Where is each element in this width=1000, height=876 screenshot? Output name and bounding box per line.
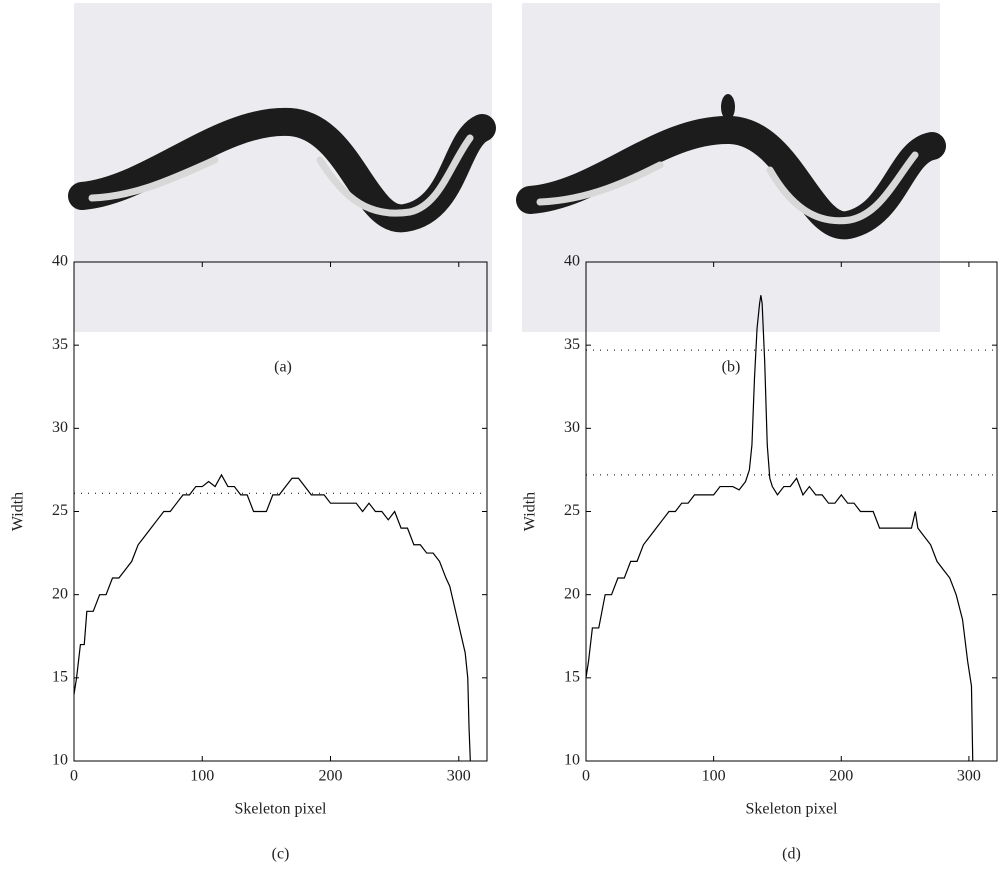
x-tick-label: 300: [447, 768, 471, 785]
y-tick-label: 25: [52, 502, 68, 519]
data-line: [585, 295, 974, 762]
y-tick-label: 10: [52, 752, 68, 769]
y-tick-label: 20: [52, 585, 68, 602]
worm-highlight: [536, 151, 919, 225]
y-axis-label: Width: [10, 492, 27, 531]
plot-frame: [73, 261, 488, 762]
x-tick-label: 0: [582, 768, 590, 785]
y-tick-label: 40: [52, 253, 68, 270]
image-caption: (b): [722, 359, 741, 376]
y-tick-label: 25: [564, 502, 580, 519]
worm-bump: [721, 94, 735, 120]
y-tick-label: 20: [564, 585, 580, 602]
x-tick-label: 300: [957, 768, 981, 785]
image-background: [522, 3, 940, 332]
y-axis-label: Width: [522, 492, 539, 531]
y-tick-label: 10: [564, 752, 580, 769]
x-axis-label: Skeleton pixel: [235, 801, 328, 818]
y-tick-label: 35: [52, 336, 68, 353]
data-line: [73, 473, 471, 762]
x-tick-label: 200: [319, 768, 343, 785]
y-tick-label: 40: [564, 253, 580, 270]
x-axis-label: Skeleton pixel: [746, 801, 839, 818]
x-tick-label: 200: [829, 768, 853, 785]
y-tick-label: 35: [564, 336, 580, 353]
x-tick-label: 0: [70, 768, 78, 785]
x-tick-label: 100: [702, 768, 726, 785]
y-tick-label: 15: [564, 669, 580, 686]
worm-highlight: [88, 134, 474, 217]
image-caption: (a): [274, 359, 292, 376]
worm: [68, 107, 496, 233]
x-tick-label: 100: [190, 768, 214, 785]
plot-frame: [585, 261, 998, 762]
image-a: [68, 3, 496, 332]
y-tick-label: 30: [564, 419, 580, 436]
chart-caption: (d): [782, 846, 801, 863]
chart-caption: (c): [272, 846, 290, 863]
y-tick-label: 30: [52, 419, 68, 436]
image-b: [516, 3, 946, 332]
y-tick-label: 15: [52, 669, 68, 686]
